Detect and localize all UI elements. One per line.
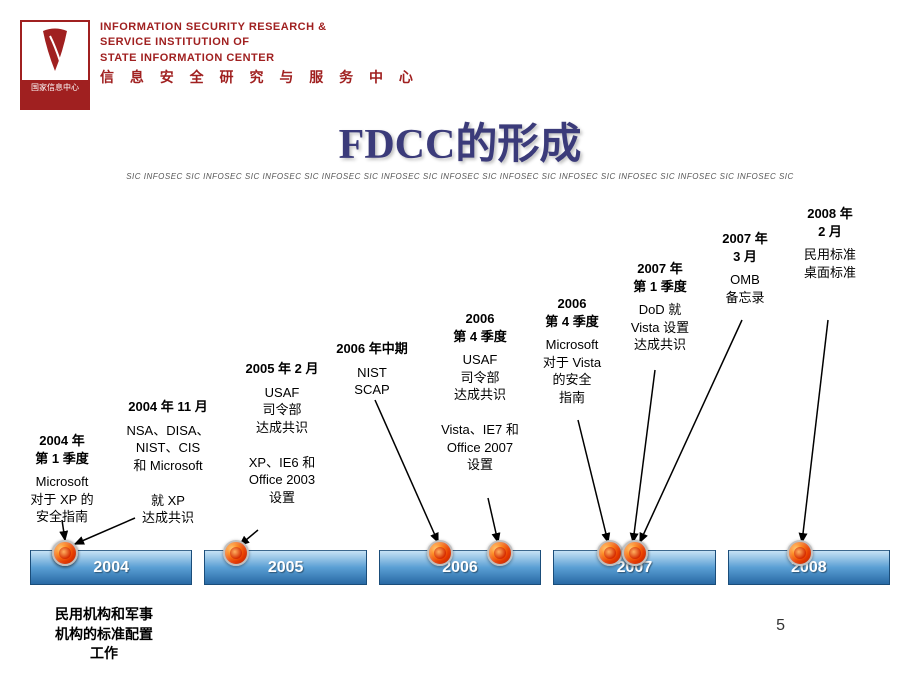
event-dot-e3 <box>223 540 249 566</box>
event-label-e3: 2005 年 2 月 USAF司令部达成共识XP、IE6 和Office 2003… <box>246 360 319 506</box>
event-dot-e6 <box>597 540 623 566</box>
event-desc-e9: 民用标准桌面标准 <box>804 246 856 281</box>
event-dot-e4 <box>427 540 453 566</box>
bottom-note: 民用机构和军事机构的标准配置工作 <box>55 605 153 664</box>
event-dot-e2 <box>52 540 78 566</box>
event-label-e6: 2006第 4 季度 Microsoft对于 Vista的安全指南 <box>543 295 601 406</box>
event-dot-e8 <box>622 540 648 566</box>
event-label-e7: 2007 年第 1 季度 DoD 就Vista 设置达成共识 <box>631 260 689 354</box>
logo-box: 国家信息中心 <box>20 20 90 110</box>
org-en-line2: SERVICE INSTITUTION OF <box>100 35 419 50</box>
slide-title: FDCC的形成 <box>0 110 920 171</box>
page-number: 5 <box>776 617 785 635</box>
event-dot-e9 <box>787 540 813 566</box>
org-en-line1: INFORMATION SECURITY RESEARCH & <box>100 20 419 35</box>
header-logo-area: 国家信息中心 INFORMATION SECURITY RESEARCH & S… <box>20 20 419 110</box>
event-desc-e5: USAF司令部达成共识Vista、IE7 和Office 2007设置 <box>441 351 519 474</box>
event-label-e9: 2008 年2 月民用标准桌面标准 <box>804 205 856 281</box>
event-arrow-e6 <box>578 420 608 542</box>
event-label-e2: 2004 年 11 月 NSA、DISA、NIST、CIS和 Microsoft就… <box>126 398 209 527</box>
year-label-2005: 2005 <box>268 559 304 577</box>
watermark-text: SIC INFOSEC SIC INFOSEC SIC INFOSEC SIC … <box>0 172 920 181</box>
event-desc-e2: NSA、DISA、NIST、CIS和 Microsoft就 XP达成共识 <box>126 422 209 527</box>
event-date-e7: 2007 年第 1 季度 <box>631 260 689 295</box>
event-desc-e8: OMB备忘录 <box>722 271 768 306</box>
event-label-e1: 2004 年第 1 季度 Microsoft对于 XP 的安全指南 <box>30 432 93 526</box>
logo-icon <box>22 22 88 80</box>
event-desc-e1: Microsoft对于 XP 的安全指南 <box>30 473 93 526</box>
event-arrow-e7 <box>633 370 655 542</box>
event-date-e4: 2006 年中期 <box>336 340 408 358</box>
year-bar-2006: 2006 <box>379 550 541 585</box>
event-dot-e5 <box>487 540 513 566</box>
event-date-e1: 2004 年第 1 季度 <box>30 432 93 467</box>
timeline: 20042005200620072008 <box>30 550 890 585</box>
event-date-e6: 2006第 4 季度 <box>543 295 601 330</box>
event-label-e5: 2006第 4 季度 USAF司令部达成共识Vista、IE7 和Office 2… <box>441 310 519 474</box>
org-en-line3: STATE INFORMATION CENTER <box>100 51 419 66</box>
event-desc-e3: USAF司令部达成共识XP、IE6 和Office 2003设置 <box>246 384 319 507</box>
event-label-e8: 2007 年3 月 OMB备忘录 <box>722 230 768 306</box>
event-date-e9: 2008 年2 月 <box>804 205 856 240</box>
event-arrow-e9 <box>802 320 828 542</box>
event-date-e3: 2005 年 2 月 <box>246 360 319 378</box>
logo-band-text: 国家信息中心 <box>22 80 88 108</box>
year-label-2004: 2004 <box>93 559 129 577</box>
event-date-e2: 2004 年 11 月 <box>126 398 209 416</box>
event-arrow-e4 <box>375 400 438 542</box>
event-arrow-e5 <box>488 498 498 542</box>
event-date-e5: 2006第 4 季度 <box>441 310 519 345</box>
event-desc-e6: Microsoft对于 Vista的安全指南 <box>543 336 601 406</box>
event-date-e8: 2007 年3 月 <box>722 230 768 265</box>
org-cn-line: 信 息 安 全 研 究 与 服 务 中 心 <box>100 68 419 88</box>
org-text: INFORMATION SECURITY RESEARCH & SERVICE … <box>100 20 419 88</box>
event-desc-e4: NISTSCAP <box>336 364 408 399</box>
event-label-e4: 2006 年中期 NISTSCAP <box>336 340 408 399</box>
event-desc-e7: DoD 就Vista 设置达成共识 <box>631 301 689 354</box>
